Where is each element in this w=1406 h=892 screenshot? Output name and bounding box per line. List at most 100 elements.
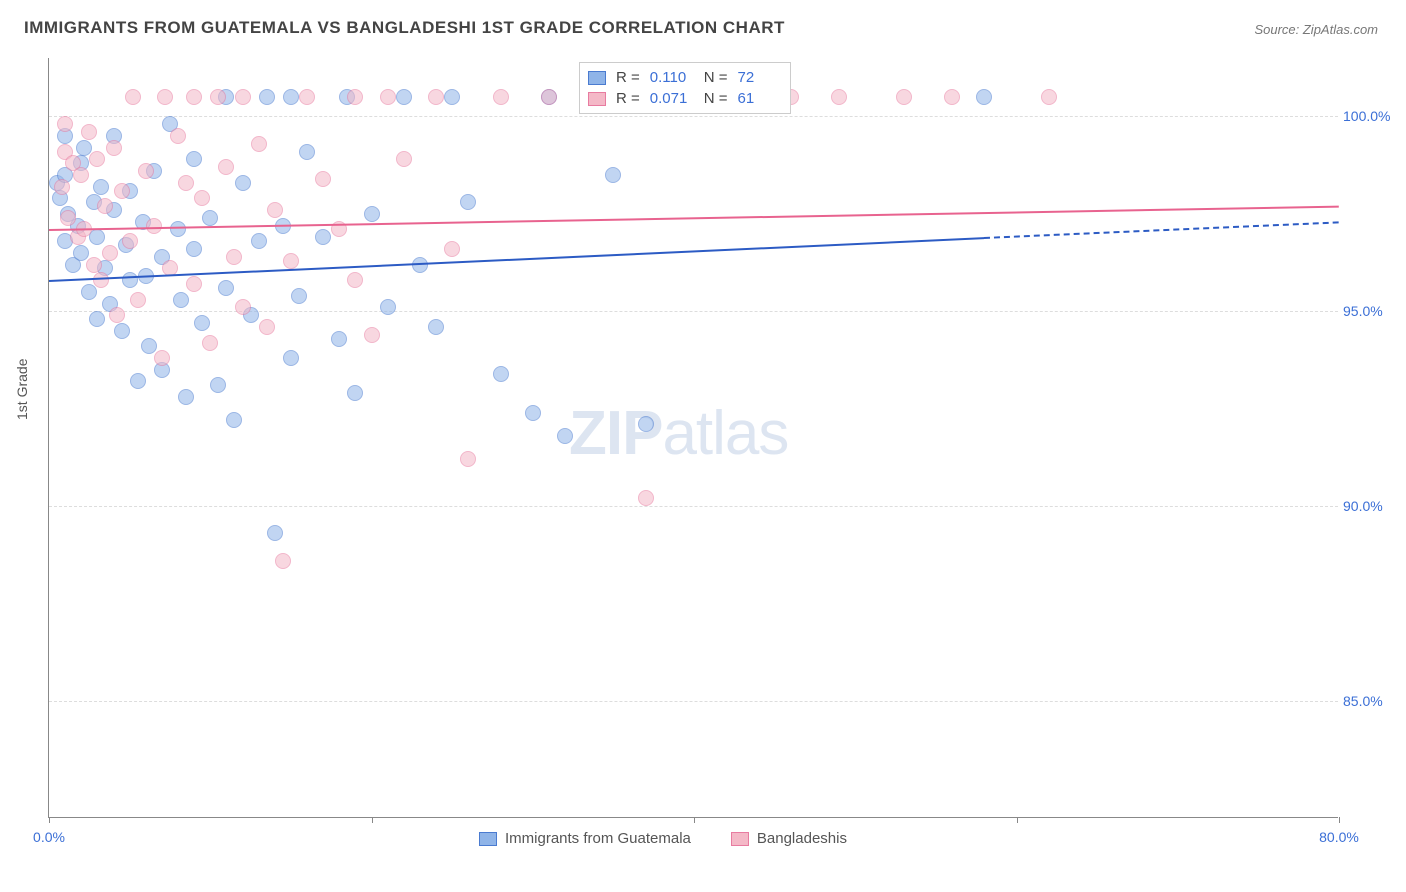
- bottom-legend: Immigrants from Guatemala Bangladeshis: [479, 830, 847, 847]
- scatter-point-bangladeshi: [157, 89, 173, 105]
- n-label: N =: [704, 90, 728, 107]
- scatter-point-bangladeshi: [86, 257, 102, 273]
- scatter-point-bangladeshi: [122, 233, 138, 249]
- scatter-point-bangladeshi: [267, 202, 283, 218]
- scatter-point-guatemala: [283, 89, 299, 105]
- scatter-point-guatemala: [259, 89, 275, 105]
- scatter-point-bangladeshi: [73, 167, 89, 183]
- scatter-point-bangladeshi: [114, 183, 130, 199]
- y-tick-label: 100.0%: [1343, 108, 1398, 124]
- scatter-point-guatemala: [380, 299, 396, 315]
- scatter-point-guatemala: [210, 377, 226, 393]
- scatter-point-guatemala: [428, 319, 444, 335]
- scatter-point-bangladeshi: [251, 136, 267, 152]
- scatter-point-bangladeshi: [275, 553, 291, 569]
- scatter-point-guatemala: [267, 525, 283, 541]
- scatter-point-bangladeshi: [186, 89, 202, 105]
- scatter-point-bangladeshi: [194, 190, 210, 206]
- scatter-point-bangladeshi: [235, 299, 251, 315]
- scatter-point-bangladeshi: [226, 249, 242, 265]
- scatter-point-bangladeshi: [102, 245, 118, 261]
- scatter-point-guatemala: [141, 338, 157, 354]
- scatter-point-guatemala: [493, 366, 509, 382]
- scatter-point-guatemala: [347, 385, 363, 401]
- scatter-point-guatemala: [130, 373, 146, 389]
- scatter-point-bangladeshi: [54, 179, 70, 195]
- scatter-point-guatemala: [235, 175, 251, 191]
- scatter-point-bangladeshi: [493, 89, 509, 105]
- scatter-point-guatemala: [178, 389, 194, 405]
- watermark-light: atlas: [662, 399, 788, 468]
- watermark-bold: ZIP: [569, 399, 662, 468]
- x-tick-label: 0.0%: [33, 829, 65, 845]
- scatter-point-bangladeshi: [210, 89, 226, 105]
- scatter-point-bangladeshi: [57, 116, 73, 132]
- scatter-point-bangladeshi: [831, 89, 847, 105]
- scatter-point-guatemala: [605, 167, 621, 183]
- n-label: N =: [704, 69, 728, 86]
- legend-swatch-guatemala: [479, 832, 497, 846]
- legend-swatch-bangladeshi: [731, 832, 749, 846]
- scatter-point-bangladeshi: [138, 163, 154, 179]
- r-value-guatemala: 0.110: [650, 69, 694, 86]
- scatter-point-guatemala: [173, 292, 189, 308]
- scatter-point-bangladeshi: [460, 451, 476, 467]
- n-value-bangladeshi: 61: [738, 90, 782, 107]
- scatter-point-bangladeshi: [347, 272, 363, 288]
- scatter-point-guatemala: [638, 416, 654, 432]
- scatter-point-guatemala: [114, 323, 130, 339]
- r-label: R =: [616, 69, 640, 86]
- scatter-point-bangladeshi: [125, 89, 141, 105]
- y-tick-label: 90.0%: [1343, 498, 1398, 514]
- scatter-point-guatemala: [93, 179, 109, 195]
- scatter-point-bangladeshi: [186, 276, 202, 292]
- scatter-point-bangladeshi: [81, 124, 97, 140]
- x-tick-label: 80.0%: [1319, 829, 1359, 845]
- gridline: [49, 506, 1338, 507]
- scatter-point-guatemala: [299, 144, 315, 160]
- scatter-point-guatemala: [315, 229, 331, 245]
- y-tick-label: 95.0%: [1343, 303, 1398, 319]
- watermark: ZIPatlas: [569, 398, 788, 469]
- scatter-point-bangladeshi: [347, 89, 363, 105]
- scatter-point-bangladeshi: [380, 89, 396, 105]
- stats-row-guatemala: R = 0.110 N = 72: [588, 67, 782, 88]
- legend-item-guatemala: Immigrants from Guatemala: [479, 830, 691, 847]
- scatter-point-guatemala: [170, 221, 186, 237]
- scatter-point-guatemala: [226, 412, 242, 428]
- scatter-point-guatemala: [331, 331, 347, 347]
- scatter-point-bangladeshi: [896, 89, 912, 105]
- gridline: [49, 701, 1338, 702]
- x-tick: [1339, 817, 1340, 823]
- scatter-point-bangladeshi: [97, 198, 113, 214]
- source-attribution: Source: ZipAtlas.com: [1254, 22, 1378, 37]
- legend-label-guatemala: Immigrants from Guatemala: [505, 830, 691, 847]
- scatter-point-bangladeshi: [428, 89, 444, 105]
- scatter-point-bangladeshi: [283, 253, 299, 269]
- scatter-point-guatemala: [186, 151, 202, 167]
- r-value-bangladeshi: 0.071: [650, 90, 694, 107]
- n-value-guatemala: 72: [738, 69, 782, 86]
- scatter-point-guatemala: [283, 350, 299, 366]
- trend-line-dash: [984, 222, 1339, 240]
- scatter-point-guatemala: [186, 241, 202, 257]
- scatter-point-bangladeshi: [259, 319, 275, 335]
- scatter-point-guatemala: [976, 89, 992, 105]
- legend-label-bangladeshi: Bangladeshis: [757, 830, 847, 847]
- scatter-point-bangladeshi: [444, 241, 460, 257]
- scatter-point-bangladeshi: [178, 175, 194, 191]
- gridline: [49, 116, 1338, 117]
- scatter-point-guatemala: [73, 245, 89, 261]
- scatter-point-bangladeshi: [109, 307, 125, 323]
- scatter-point-bangladeshi: [130, 292, 146, 308]
- scatter-point-bangladeshi: [89, 151, 105, 167]
- swatch-bangladeshi: [588, 92, 606, 106]
- scatter-point-guatemala: [251, 233, 267, 249]
- scatter-point-bangladeshi: [106, 140, 122, 156]
- scatter-point-bangladeshi: [315, 171, 331, 187]
- x-tick: [372, 817, 373, 823]
- x-tick: [694, 817, 695, 823]
- scatter-point-guatemala: [460, 194, 476, 210]
- r-label: R =: [616, 90, 640, 107]
- scatter-point-guatemala: [202, 210, 218, 226]
